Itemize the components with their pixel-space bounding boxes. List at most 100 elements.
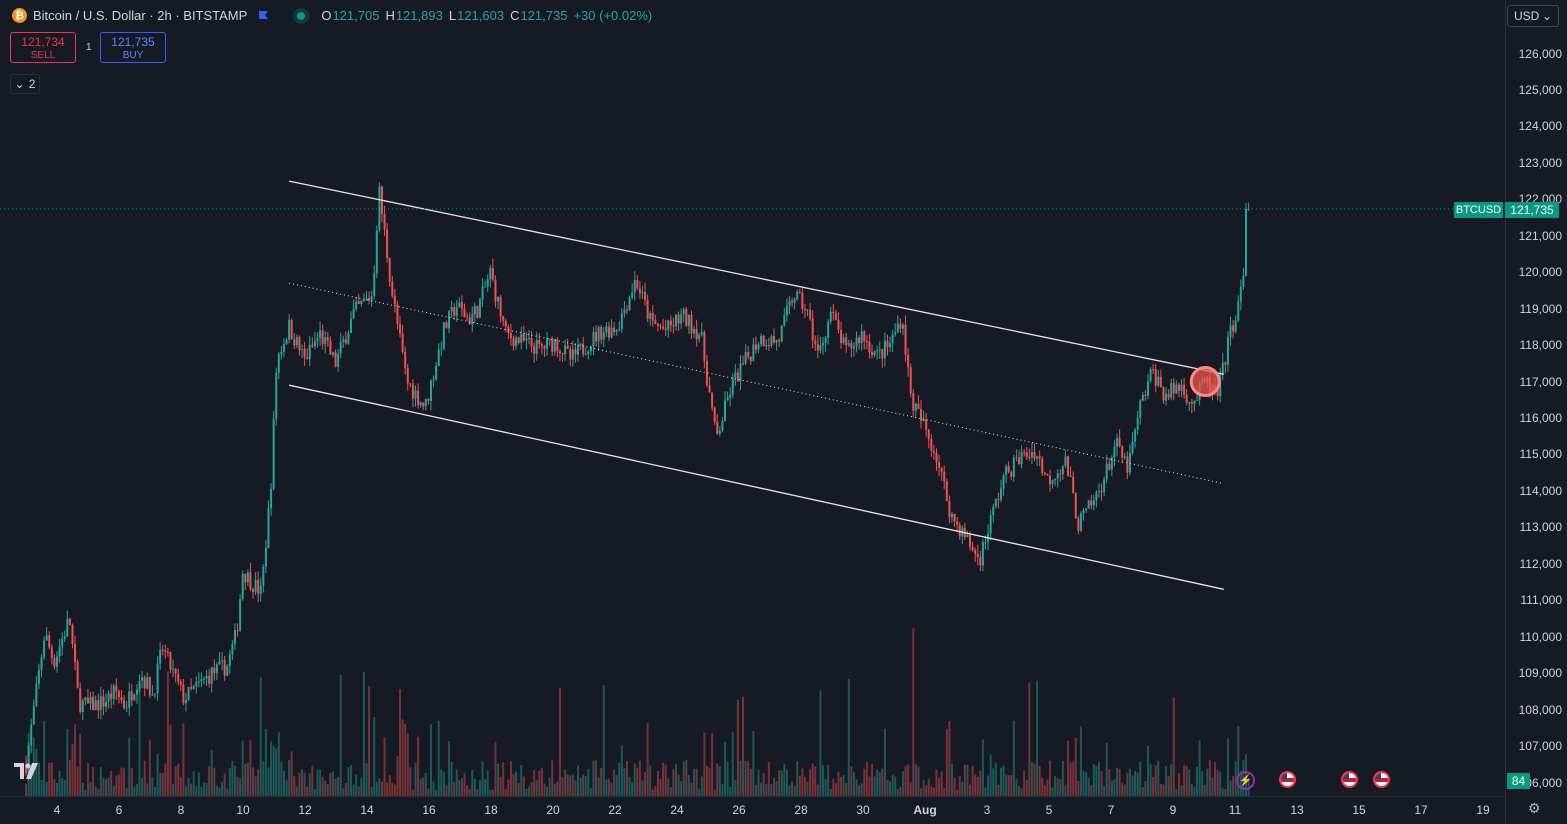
candle [801,286,804,314]
candle [1069,466,1072,478]
candle [556,337,559,358]
flag-icon[interactable] [257,10,269,22]
candle [605,322,608,338]
volume-bar [1208,759,1211,796]
volume-bar [824,779,827,796]
volume-bar [747,760,750,796]
candle [525,332,528,350]
candle [685,307,688,328]
candle [579,342,582,350]
candle [429,378,432,411]
candle [339,332,342,359]
us-flag-icon[interactable] [1341,771,1358,788]
volume-bar [484,779,487,796]
candle [667,319,670,338]
volume-bar [1038,765,1041,796]
volume-bar [128,737,131,796]
gear-icon[interactable]: ⚙ [1528,800,1541,816]
candle [693,326,696,338]
volume-bar [84,789,87,796]
candle [1157,369,1160,388]
volume-bar [984,787,987,796]
volume-bar [391,782,394,796]
volume-bar [205,782,208,796]
time-tick: 12 [298,803,312,817]
us-flag-icon[interactable] [1373,771,1390,788]
candle [63,630,66,643]
candle [159,642,162,670]
bitcoin-icon: ₿ [12,8,27,23]
chevron-down-icon: ⌄ [14,77,25,91]
candle [744,344,747,366]
candle [1180,379,1183,398]
candle [463,303,466,318]
bolt-icon[interactable]: ⚡ [1236,771,1255,790]
tradingview-logo[interactable] [14,763,42,784]
volume-bar [1059,779,1062,796]
indicators-toggle-button[interactable]: ⌄ 2 [10,74,40,94]
volume-bar [927,778,930,796]
volume-bar [58,770,61,796]
candle [259,577,262,602]
candle [324,331,327,354]
candle [435,362,438,382]
candle [628,295,631,312]
candle [796,289,799,301]
time-tick: 26 [732,803,746,817]
volume-bar [752,731,755,796]
volume-bar [368,686,371,796]
candle [1015,449,1018,462]
volume-bar [143,760,146,796]
volume-bar [1108,769,1111,796]
candle [241,570,244,601]
candle [507,324,510,339]
candle [1033,443,1036,462]
candle [582,336,585,358]
volume-bar [1051,787,1054,796]
candle [613,321,616,336]
candle [262,564,265,593]
sell-button[interactable]: 121,734 SELL [10,32,76,63]
price-axis[interactable]: 126,000 125,000 124,000 123,000 122,000 121,0… [1505,0,1567,823]
buy-button[interactable]: 121,735 BUY [100,32,166,63]
volume-bar [386,782,389,796]
candle [943,465,946,490]
candle [270,483,273,516]
symbol-title[interactable]: Bitcoin / U.S. Dollar · 2h · BITSTAMP [33,8,248,23]
candle [971,541,974,552]
candle [914,402,917,417]
volume-bar [669,787,672,796]
volume-bar [252,767,255,796]
candle [886,334,889,356]
candle [177,668,180,686]
currency-select[interactable]: USD ⌄ [1507,5,1559,27]
price-tick: 125,000 [1518,82,1562,97]
volume-bar [883,728,886,796]
volume-bar [1146,745,1149,796]
volume-bar [783,763,786,796]
us-flag-icon[interactable] [1279,771,1296,788]
volume-bar [1149,764,1152,796]
candle [218,652,221,665]
candle [494,275,497,308]
candle [303,342,306,366]
volume-bar [801,768,804,796]
candle [587,349,590,360]
volume-bar [411,789,414,796]
candle [1100,483,1103,501]
volume-bar [871,763,874,796]
volume-bar [208,766,211,796]
candle [432,375,435,388]
volume-bar [303,772,306,796]
volume-bar [161,772,164,796]
volume-bar [259,677,262,796]
candle [881,348,884,368]
candle [404,346,407,375]
volume-bar [540,768,543,796]
chart-plot-area[interactable] [0,0,1505,796]
candle [319,321,322,347]
volume-bar [388,774,391,796]
candle [355,296,358,312]
candle [904,315,907,362]
time-axis[interactable]: 4 6 8 10 12 14 16 18 20 22 24 26 28 30 Aug 3 5 7 9 11 13 15 17… [0,796,1505,824]
